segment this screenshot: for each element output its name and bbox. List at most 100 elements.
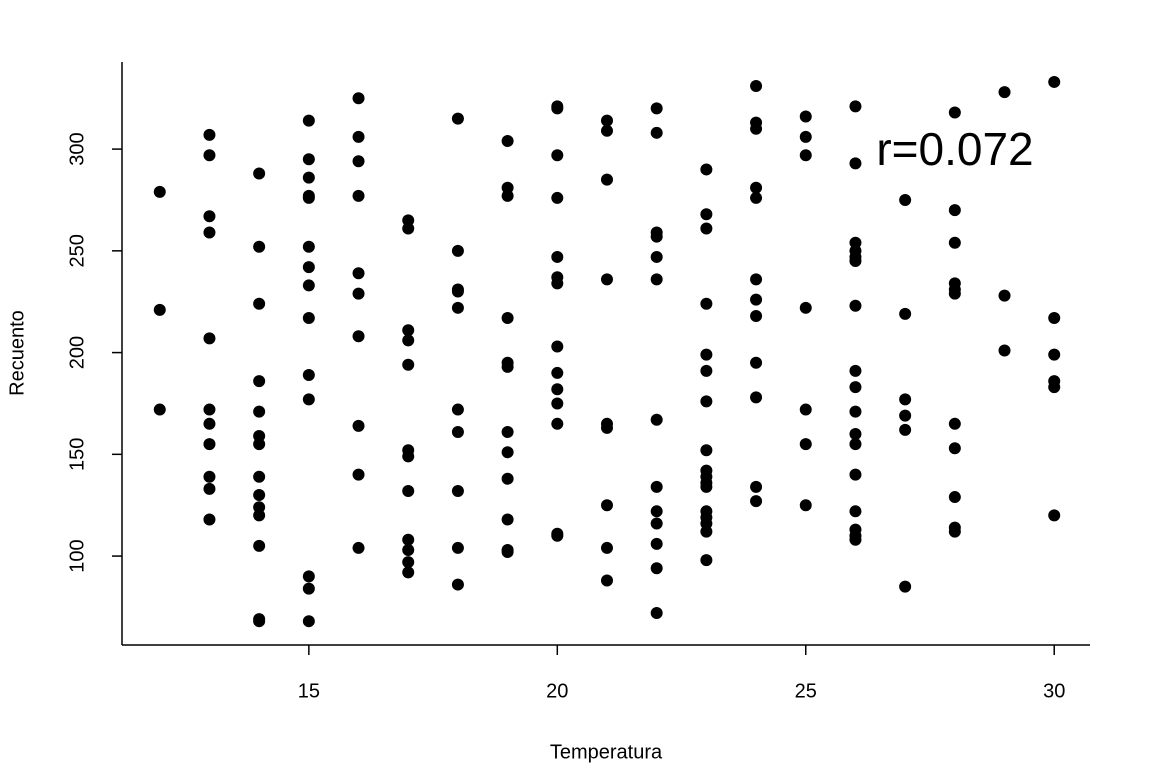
point <box>203 226 216 239</box>
point <box>253 438 266 451</box>
point <box>253 167 266 180</box>
point <box>650 250 663 263</box>
point <box>750 80 763 93</box>
point <box>600 124 613 137</box>
point <box>302 279 315 292</box>
point <box>849 364 862 377</box>
point <box>899 409 912 422</box>
point <box>302 615 315 628</box>
point <box>451 484 464 497</box>
point <box>1048 311 1061 324</box>
y-tick-label: 150 <box>66 438 88 471</box>
point <box>948 236 961 249</box>
point <box>1048 348 1061 361</box>
point <box>700 444 713 457</box>
point <box>352 330 365 343</box>
point <box>402 358 415 371</box>
point <box>451 301 464 314</box>
point <box>750 391 763 404</box>
y-axis-label: Recuento <box>6 310 28 396</box>
point <box>153 185 166 198</box>
point <box>799 130 812 143</box>
point <box>501 513 514 526</box>
point <box>451 578 464 591</box>
point <box>899 423 912 436</box>
point <box>203 332 216 345</box>
point <box>1048 509 1061 522</box>
point <box>253 470 266 483</box>
point <box>600 541 613 554</box>
point <box>451 425 464 438</box>
point <box>402 450 415 463</box>
point <box>700 395 713 408</box>
point <box>700 525 713 538</box>
point <box>799 149 812 162</box>
point <box>551 397 564 410</box>
point <box>253 615 266 628</box>
point <box>302 114 315 127</box>
point <box>600 114 613 127</box>
point <box>750 293 763 306</box>
y-tick-label: 200 <box>66 336 88 369</box>
point <box>700 554 713 567</box>
point <box>899 580 912 593</box>
point <box>750 480 763 493</box>
point <box>551 149 564 162</box>
point <box>849 157 862 170</box>
point <box>551 277 564 290</box>
point <box>849 427 862 440</box>
point <box>203 128 216 141</box>
point <box>203 403 216 416</box>
annotation: r=0.072 <box>876 123 1033 175</box>
point <box>650 562 663 575</box>
point <box>650 126 663 139</box>
point <box>203 210 216 223</box>
point <box>600 273 613 286</box>
point <box>650 505 663 518</box>
point <box>203 149 216 162</box>
point <box>551 529 564 542</box>
point <box>650 102 663 115</box>
point <box>551 417 564 430</box>
x-axis-label: Temperatura <box>550 741 663 763</box>
point <box>700 348 713 361</box>
point <box>948 525 961 538</box>
point <box>451 403 464 416</box>
point <box>849 533 862 546</box>
point <box>402 566 415 579</box>
point <box>899 307 912 320</box>
point <box>402 543 415 556</box>
point <box>352 189 365 202</box>
point <box>600 173 613 186</box>
point <box>849 438 862 451</box>
y-tick-label: 100 <box>66 539 88 572</box>
point <box>352 130 365 143</box>
point <box>302 393 315 406</box>
point <box>203 470 216 483</box>
point <box>253 489 266 502</box>
point <box>948 417 961 430</box>
x-tick-label: 20 <box>546 680 568 702</box>
point <box>253 375 266 388</box>
point <box>402 484 415 497</box>
point <box>700 480 713 493</box>
point <box>501 425 514 438</box>
point <box>253 297 266 310</box>
point <box>352 92 365 105</box>
point <box>203 482 216 495</box>
point <box>352 541 365 554</box>
point <box>352 267 365 280</box>
point <box>203 513 216 526</box>
point <box>1048 75 1061 88</box>
point <box>899 193 912 206</box>
point <box>1048 381 1061 394</box>
point <box>650 413 663 426</box>
point <box>451 112 464 125</box>
point <box>799 499 812 512</box>
point <box>849 100 862 113</box>
point <box>402 222 415 235</box>
y-tick-label: 300 <box>66 132 88 165</box>
point <box>948 287 961 300</box>
point <box>551 250 564 263</box>
